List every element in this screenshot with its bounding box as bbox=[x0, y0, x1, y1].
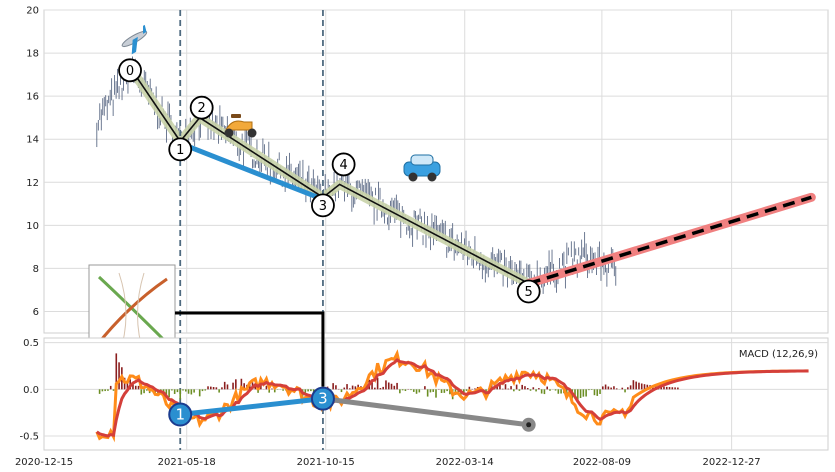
price-y-tick-label: 16 bbox=[26, 92, 39, 103]
x-tick-label: 2022-08-09 bbox=[573, 457, 631, 468]
scooter-wheel bbox=[247, 128, 257, 138]
projection-line bbox=[528, 195, 812, 286]
pivot-marker bbox=[331, 152, 356, 177]
price-y-tick-label: 18 bbox=[26, 49, 39, 60]
thumbnail-curve bbox=[95, 277, 168, 346]
pivot-marker bbox=[189, 95, 214, 120]
price-y-tick-label: 6 bbox=[33, 307, 39, 318]
connector-line bbox=[175, 311, 325, 387]
macd-trend-3-5 bbox=[322, 396, 529, 428]
macd-end-dot bbox=[526, 422, 532, 428]
price-y-tick-label: 10 bbox=[26, 221, 39, 232]
x-tick-label: 2022-12-27 bbox=[703, 457, 761, 468]
x-axis: 2020-12-15 2021-05-18 2021-10-15 2022-03-14… bbox=[15, 457, 761, 468]
macd-y-tick-label: -0.5 bbox=[19, 432, 39, 443]
pivot-label: 4 bbox=[339, 158, 347, 173]
signal-line bbox=[95, 358, 809, 438]
pattern-line bbox=[131, 69, 530, 285]
macd-marker bbox=[168, 402, 193, 427]
price-y-tick-label: 12 bbox=[26, 178, 39, 189]
pivot-marker bbox=[118, 58, 142, 83]
macd-y-tick-label: 0.5 bbox=[23, 338, 39, 349]
car-icon bbox=[403, 154, 441, 182]
pivot-label: 1 bbox=[176, 143, 184, 158]
macd-title: MACD (12,26,9) bbox=[739, 349, 818, 360]
pivot-marker bbox=[311, 193, 335, 218]
scooter-wheel bbox=[224, 128, 234, 138]
car-roof bbox=[410, 154, 434, 166]
macd-y-tick-label: 0.0 bbox=[23, 385, 39, 396]
macd-marker-label: 3 bbox=[318, 390, 328, 408]
airplane-icon bbox=[121, 24, 148, 55]
pivot-label: 0 bbox=[126, 64, 134, 79]
pivot-marker bbox=[516, 279, 541, 304]
x-tick-label: 2021-05-18 bbox=[158, 457, 216, 468]
car-wheel bbox=[427, 172, 437, 182]
price-y-tick-label: 8 bbox=[33, 264, 39, 275]
x-tick-label: 2022-03-14 bbox=[436, 457, 494, 468]
pivot-marker bbox=[168, 137, 193, 162]
airplane-wing bbox=[131, 36, 138, 55]
scooter-body bbox=[225, 120, 253, 131]
macd-marker bbox=[310, 386, 335, 411]
x-tick-label: 2020-12-15 bbox=[15, 457, 73, 468]
pivot-label: 5 bbox=[525, 285, 533, 300]
price-y-tick-label: 20 bbox=[26, 6, 39, 17]
macd-marker-label: 1 bbox=[175, 406, 185, 424]
scooter-seat bbox=[231, 114, 241, 118]
trend-line-1-3 bbox=[179, 141, 324, 202]
macd-trend-1-3 bbox=[179, 396, 324, 418]
airplane-tail bbox=[143, 24, 147, 34]
car-wheel bbox=[408, 172, 418, 182]
price-y-tick-label: 14 bbox=[26, 135, 39, 146]
scooter-icon bbox=[224, 114, 257, 138]
pivot-label: 2 bbox=[198, 101, 206, 116]
pivot-label: 3 bbox=[319, 199, 327, 214]
macd-panel: -0.5 0.0 0.5 1 3 bbox=[19, 337, 829, 451]
x-tick-label: 2021-10-15 bbox=[297, 457, 355, 468]
